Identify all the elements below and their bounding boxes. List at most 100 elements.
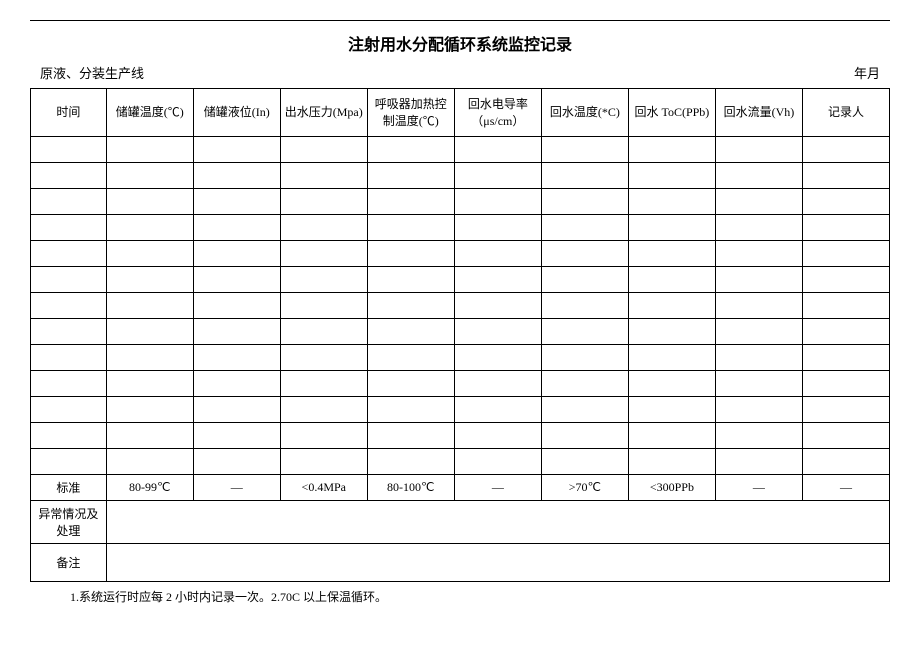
data-cell [628,241,715,267]
exception-label: 异常情况及处理 [31,501,107,544]
standard-value: >70℃ [541,475,628,501]
data-cell [802,267,889,293]
data-cell [31,423,107,449]
page-title: 注射用水分配循环系统监控记录 [30,31,890,55]
data-cell [280,215,367,241]
data-cell [454,293,541,319]
data-cell [715,319,802,345]
data-row [31,163,890,189]
data-cell [454,137,541,163]
data-cell [280,345,367,371]
data-row [31,215,890,241]
data-cell [454,371,541,397]
data-cell [454,423,541,449]
data-cell [31,241,107,267]
data-cell [193,371,280,397]
data-cell [31,293,107,319]
data-cell [193,163,280,189]
data-cell [715,345,802,371]
data-cell [31,397,107,423]
data-cell [280,371,367,397]
data-cell [367,319,454,345]
data-cell [31,449,107,475]
data-row [31,397,890,423]
data-cell [802,371,889,397]
col-header: 出水压力(Mpa) [280,89,367,137]
data-cell [802,241,889,267]
data-cell [31,137,107,163]
data-cell [454,449,541,475]
data-cell [193,293,280,319]
data-cell [454,189,541,215]
data-cell [802,397,889,423]
data-cell [31,345,107,371]
footnote: 1.系统运行时应每 2 小时内记录一次。2.70C 以上保温循环。 [30,582,890,605]
data-cell [31,163,107,189]
data-cell [628,215,715,241]
data-cell [628,371,715,397]
data-cell [31,371,107,397]
col-header: 呼吸器加热控制温度(℃) [367,89,454,137]
data-cell [802,345,889,371]
remark-row: 备注 [31,544,890,582]
standard-value: 80-100℃ [367,475,454,501]
data-cell [193,319,280,345]
data-cell [541,423,628,449]
data-cell [106,423,193,449]
header-row: 时间 储罐温度(℃) 储罐液位(In) 出水压力(Mpa) 呼吸器加热控制温度(… [31,89,890,137]
remark-label: 备注 [31,544,107,582]
data-cell [193,397,280,423]
data-cell [367,189,454,215]
data-cell [193,241,280,267]
table-body: 标准80-99℃—<0.4MPa80-100℃—>70℃<300PPb——异常情… [31,137,890,582]
data-cell [280,241,367,267]
data-cell [454,241,541,267]
data-cell [541,215,628,241]
standard-label: 标准 [31,475,107,501]
data-cell [367,371,454,397]
data-cell [802,293,889,319]
data-cell [454,215,541,241]
data-row [31,137,890,163]
data-cell [106,293,193,319]
standard-value: — [193,475,280,501]
data-cell [106,345,193,371]
col-header: 储罐液位(In) [193,89,280,137]
data-cell [280,267,367,293]
data-cell [715,215,802,241]
top-divider [30,20,890,21]
data-cell [802,137,889,163]
data-cell [280,449,367,475]
data-cell [280,137,367,163]
data-cell [367,241,454,267]
data-cell [715,293,802,319]
data-cell [367,397,454,423]
data-cell [106,449,193,475]
data-cell [193,423,280,449]
data-cell [628,137,715,163]
data-cell [541,345,628,371]
data-cell [541,293,628,319]
data-cell [31,319,107,345]
data-cell [802,449,889,475]
data-cell [106,189,193,215]
standard-value: 80-99℃ [106,475,193,501]
data-row [31,371,890,397]
standard-value: <0.4MPa [280,475,367,501]
standard-row: 标准80-99℃—<0.4MPa80-100℃—>70℃<300PPb—— [31,475,890,501]
monitoring-table: 时间 储罐温度(℃) 储罐液位(In) 出水压力(Mpa) 呼吸器加热控制温度(… [30,88,890,582]
data-row [31,241,890,267]
data-row [31,319,890,345]
data-cell [454,319,541,345]
data-cell [280,189,367,215]
data-cell [715,371,802,397]
data-cell [541,267,628,293]
data-cell [541,397,628,423]
data-cell [628,163,715,189]
data-cell [802,319,889,345]
data-cell [367,423,454,449]
data-cell [628,189,715,215]
data-cell [367,293,454,319]
data-cell [106,163,193,189]
col-header: 回水 ToC(PPb) [628,89,715,137]
